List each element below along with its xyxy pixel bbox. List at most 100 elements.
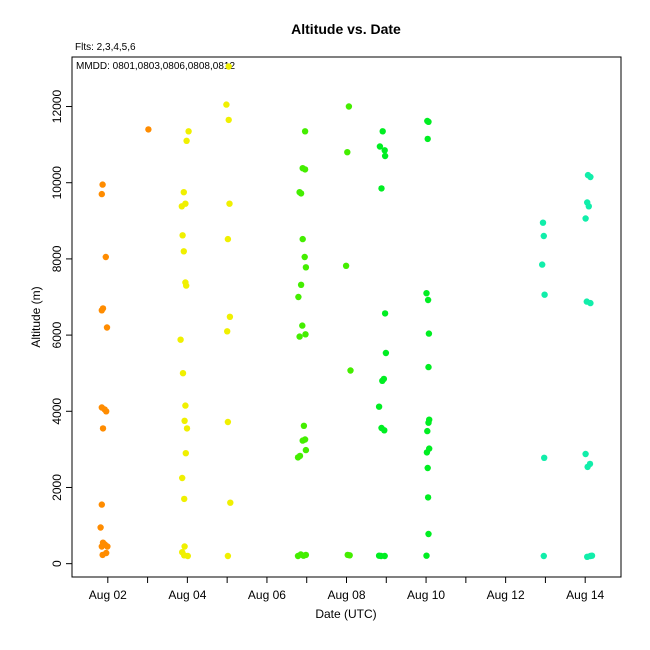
data-point [381, 427, 388, 434]
data-point [98, 501, 106, 508]
y-axis-label: Altitude (m) [29, 286, 43, 347]
data-point [382, 349, 390, 357]
data-point [344, 149, 351, 156]
data-point [539, 219, 547, 226]
data-point [424, 427, 431, 435]
mmdd-note: MMDD: 0801,0803,0806,0808,0812 [76, 61, 235, 72]
data-point [226, 200, 233, 207]
data-point [182, 450, 189, 457]
data-point [99, 425, 107, 432]
data-point [424, 135, 431, 143]
data-point [425, 330, 433, 337]
data-point [379, 128, 386, 135]
data-point [224, 328, 231, 335]
data-point [587, 299, 594, 307]
data-point [294, 454, 302, 461]
data-points [97, 63, 596, 560]
data-point [541, 291, 548, 298]
data-point [539, 261, 546, 268]
x-axis: Aug 02 Aug 04 Aug 06 Aug 08 Aug 10 Aug 12 Aug … [89, 577, 605, 602]
data-point [184, 552, 191, 560]
data-point [179, 370, 187, 377]
data-point [223, 101, 230, 108]
data-point [224, 418, 232, 426]
data-point [301, 253, 308, 261]
data-point [97, 524, 104, 531]
data-point [424, 117, 431, 125]
data-point [540, 552, 547, 560]
data-point [424, 494, 432, 501]
data-point [99, 551, 106, 559]
data-point [425, 363, 432, 371]
data-point [178, 203, 185, 210]
data-point [302, 331, 309, 338]
x-tick-label: Aug 14 [566, 588, 604, 602]
data-point [227, 499, 234, 506]
y-axis: 0 2000 4000 6000 8000 10000 12000 [50, 90, 72, 567]
data-point [379, 377, 386, 384]
data-point [181, 543, 188, 550]
data-point [375, 403, 383, 410]
data-point [587, 173, 594, 181]
data-point [541, 454, 548, 461]
y-tick-label: 6000 [50, 321, 64, 348]
plot-frame [71, 56, 622, 578]
data-point [425, 530, 432, 538]
data-point [424, 464, 431, 472]
data-point [300, 422, 308, 429]
data-point [295, 293, 302, 301]
data-point [301, 128, 309, 135]
data-point [103, 324, 111, 331]
data-point [347, 367, 354, 374]
x-tick-label: Aug 08 [327, 588, 365, 602]
data-point [296, 333, 303, 340]
data-point [345, 103, 353, 110]
y-tick-label: 2000 [50, 474, 64, 501]
y-tick-label: 8000 [50, 245, 64, 272]
data-point [302, 551, 310, 559]
data-point [585, 203, 592, 210]
data-point [185, 128, 192, 135]
data-point [224, 552, 232, 560]
data-point [180, 189, 187, 196]
data-point [381, 147, 388, 154]
data-point [301, 166, 309, 173]
data-point [346, 552, 353, 559]
data-point [302, 264, 310, 271]
data-point [180, 248, 187, 255]
y-tick-label: 0 [50, 560, 64, 567]
data-point [179, 474, 186, 482]
data-point [582, 450, 589, 458]
y-tick-label: 12000 [50, 90, 64, 124]
data-point [342, 262, 350, 269]
data-point [181, 417, 188, 424]
y-tick-label: 10000 [50, 166, 64, 200]
data-point [294, 552, 302, 560]
data-point [225, 116, 232, 124]
data-point [297, 281, 305, 288]
data-point [299, 437, 306, 444]
data-point [182, 402, 189, 409]
data-point [381, 310, 389, 317]
data-point [378, 185, 385, 192]
data-point [145, 126, 152, 133]
data-point [423, 552, 430, 559]
data-point [297, 190, 305, 197]
data-point [588, 552, 596, 559]
fits-note: Flts: 2,3,4,5,6 [75, 42, 136, 53]
data-point [98, 543, 106, 550]
x-tick-label: Aug 10 [407, 588, 445, 602]
data-point [99, 181, 106, 188]
data-point [423, 290, 430, 297]
data-point [381, 152, 389, 160]
y-tick-label: 4000 [50, 398, 64, 425]
data-point [540, 232, 547, 240]
data-point [302, 446, 310, 454]
data-point [177, 336, 184, 343]
data-point [377, 552, 385, 560]
data-point [98, 307, 106, 314]
data-point [423, 449, 431, 456]
data-point [183, 425, 191, 432]
data-point [226, 313, 234, 320]
